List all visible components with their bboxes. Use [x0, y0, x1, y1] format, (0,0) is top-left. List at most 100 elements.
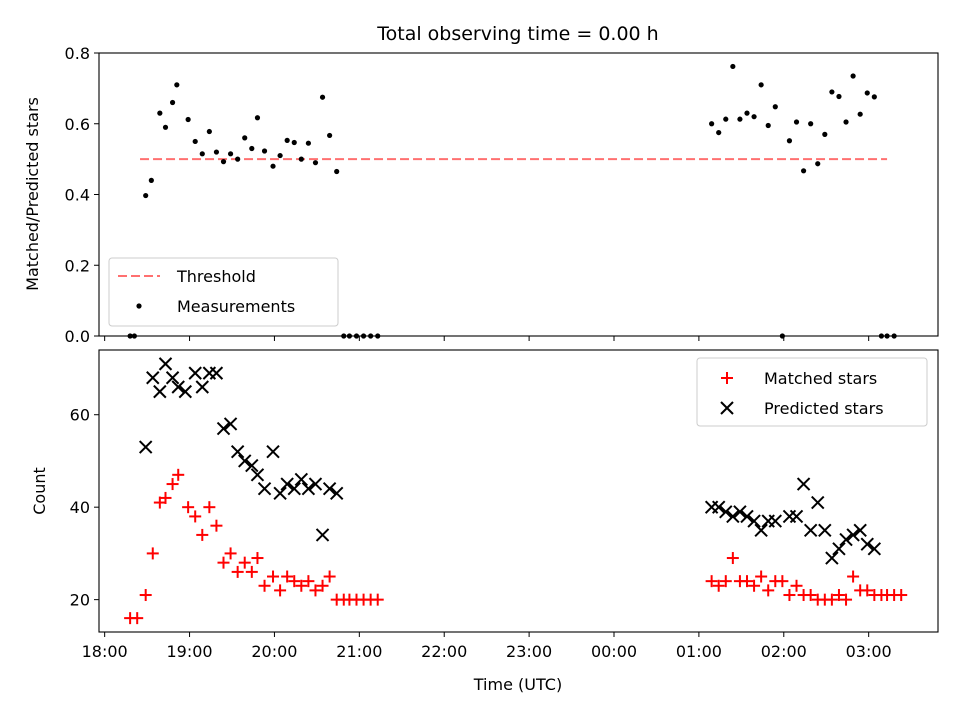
predicted-star-point [315, 528, 330, 542]
measurement-point [737, 116, 743, 122]
legend-predicted-swatch [720, 401, 734, 415]
measurement-point [723, 116, 729, 122]
matched-star-point [196, 528, 209, 541]
matched-star-point [705, 575, 718, 588]
measurement-point [765, 122, 771, 129]
measurement-point [800, 168, 807, 174]
matched-star-point [182, 501, 195, 514]
measurement-point [857, 111, 863, 117]
predicted-star-point [165, 371, 180, 385]
measurement-point [291, 139, 297, 146]
predicted-star-point [733, 505, 747, 519]
top-y-tick-label: 0.6 [65, 115, 90, 134]
predicted-star-point [171, 380, 185, 394]
matched-star-point [323, 570, 336, 583]
measurement-point [864, 90, 870, 96]
predicted-star-point [188, 366, 202, 380]
x-tick-label: 20:00 [251, 642, 297, 661]
predicted-star-point [811, 495, 825, 510]
top-panel: 0.00.20.40.60.8 Matched/Predicted stars … [23, 44, 939, 346]
predicted-star-point [853, 523, 867, 538]
matched-star-point [316, 579, 329, 592]
predicted-star-point [818, 523, 832, 538]
matched-star-point [245, 565, 258, 578]
bottom-axes-frame [98, 349, 939, 633]
x-tick-label: 00:00 [591, 642, 637, 661]
matched-star-point [840, 593, 853, 606]
measurement-point [327, 132, 333, 139]
predicted-star-point [195, 380, 209, 394]
matched-star-point [755, 570, 768, 583]
measurement-point [199, 151, 205, 157]
predicted-star-point [825, 551, 839, 565]
matched-star-point [251, 552, 264, 565]
predicted-star-point [747, 514, 761, 528]
top-axis-ticks: 0.0 0.2 0.4 0.6 0.8 [65, 44, 870, 346]
measurement-point [786, 138, 793, 144]
predicted-star-point [726, 509, 740, 524]
predicted-star-point [178, 384, 193, 399]
matched-star-point [189, 510, 202, 523]
x-tick-label: 19:00 [166, 642, 212, 661]
measurement-point [815, 161, 821, 167]
matched-star-point [783, 589, 796, 602]
measurement-point [213, 149, 220, 155]
predicted-star-point [329, 486, 344, 501]
matched-star-point [238, 556, 251, 569]
measurement-point [829, 89, 835, 95]
matched-star-point [231, 565, 244, 578]
predicted-star-point [280, 477, 294, 491]
predicted-star-point [308, 477, 323, 491]
measurement-point [298, 156, 304, 162]
measurement-point [305, 140, 311, 146]
measurement-point [793, 119, 800, 125]
matched-star-point [740, 575, 753, 588]
x-tick-label: 18:00 [82, 642, 128, 661]
predicted-star-point [803, 523, 818, 538]
measurement-point [334, 168, 340, 175]
measurement-point [220, 159, 227, 165]
bottom-legend: Matched stars Predicted stars [696, 357, 928, 427]
predicted-star-point [740, 509, 754, 524]
measurement-point [277, 152, 283, 159]
measurement-point [261, 148, 268, 154]
predicted-star-point [153, 384, 167, 399]
predicted-star-point [860, 537, 874, 551]
predicted-star-point [138, 440, 153, 454]
matched-star-point [847, 570, 860, 583]
measurement-point [836, 93, 842, 100]
predicted-star-point [754, 523, 768, 538]
measurement-point [850, 73, 856, 79]
top-y-tick-label: 0.4 [65, 186, 90, 205]
matched-star-point [302, 575, 315, 588]
top-y-tick-label: 0.8 [65, 44, 90, 63]
measurement-point [254, 115, 261, 121]
measurement-point [169, 99, 176, 106]
x-axis-label: Time (UTC) [473, 675, 562, 694]
matched-star-point [172, 468, 185, 481]
matched-star-point [146, 547, 159, 560]
matched-star-point [748, 579, 761, 592]
x-tick-label: 01:00 [676, 642, 722, 661]
predicted-star-point [158, 357, 173, 371]
predicted-star-point [273, 486, 287, 501]
matched-star-point [309, 584, 322, 597]
bottom-y-tick-label: 20 [70, 591, 90, 610]
measurement-point [192, 138, 198, 145]
matched-star-point [224, 547, 237, 560]
measurement-point [843, 119, 849, 125]
predicted-star-point [867, 542, 882, 556]
predicted-star-point [294, 472, 309, 487]
matched-star-point [203, 501, 216, 514]
matched-star-point [281, 570, 294, 583]
predicted-star-point [719, 505, 733, 519]
measurement-point [270, 163, 276, 169]
matched-star-point [159, 491, 172, 504]
top-axes-frame [98, 52, 939, 337]
matched-star-point [712, 579, 725, 592]
measurement-point [709, 121, 715, 127]
x-tick-label: 23:00 [506, 642, 552, 661]
matched-star-point [726, 552, 739, 565]
x-tick-label: 03:00 [846, 642, 892, 661]
matched-star-point [217, 556, 230, 569]
